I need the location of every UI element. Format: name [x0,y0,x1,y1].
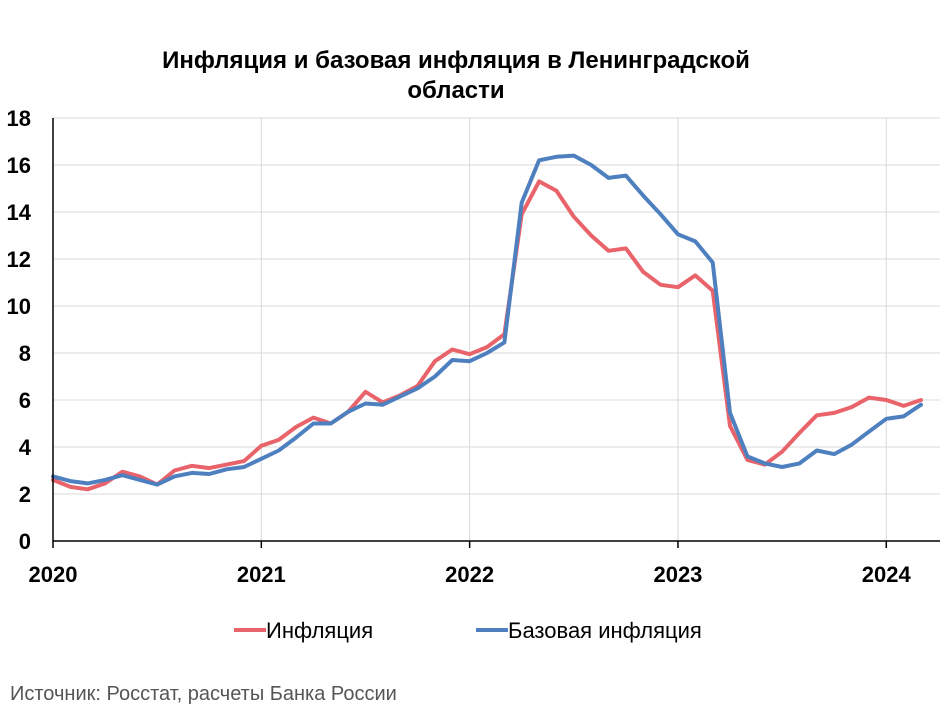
x-tick-label: 2020 [29,562,78,587]
y-tick-label: 10 [7,294,31,319]
chart: Инфляция и базовая инфляция в Ленинградс… [7,47,940,643]
x-tick-label: 2023 [653,562,702,587]
y-tick-label: 14 [7,200,32,225]
y-tick-label: 8 [19,341,31,366]
legend-label-core-inflation: Базовая инфляция [508,618,702,643]
y-tick-label: 12 [7,247,31,272]
y-axis-tick-labels: 0 2 4 6 8 10 12 14 16 18 [7,106,32,554]
y-tick-label: 2 [19,482,31,507]
series-line-core-inflation [51,153,923,487]
legend: Инфляция Базовая инфляция [234,618,702,643]
gridlines [53,117,940,541]
x-tick-label: 2024 [862,562,912,587]
y-tick-label: 18 [7,106,31,131]
y-tick-label: 0 [19,529,31,554]
source-note: Источник: Росстат, расчеты Банка России [10,683,397,705]
x-axis-tick-labels: 2020 2021 2022 2023 2024 [29,541,912,587]
x-tick-label: 2021 [237,562,286,587]
x-tick-label: 2022 [445,562,494,587]
chart-title-line-2: области [407,77,504,104]
y-tick-label: 16 [7,153,31,178]
y-tick-label: 4 [19,435,32,460]
legend-label-inflation: Инфляция [266,618,373,643]
series-lines [51,153,923,492]
series-line-inflation [51,179,923,492]
chart-title-line-1: Инфляция и базовая инфляция в Ленинградс… [162,47,750,74]
y-tick-label: 6 [19,388,31,413]
